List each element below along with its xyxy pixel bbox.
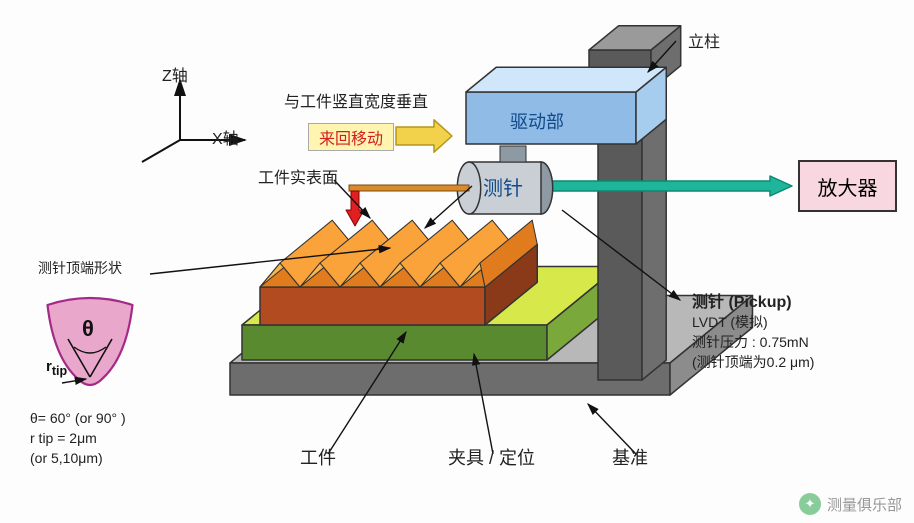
pickup-line1: LVDT (模拟) <box>692 312 768 332</box>
probe-label: 测针 <box>483 172 523 201</box>
surface-label: 工件实表面 <box>258 164 338 188</box>
watermark: ✦ 测量俱乐部 <box>799 493 902 515</box>
watermark-text: 测量俱乐部 <box>827 494 902 515</box>
rtip-label: rtip <box>46 358 67 378</box>
amplifier-box: 放大器 <box>798 160 897 212</box>
diagram-stage: Z轴 X轴 与工件竖直宽度垂直 来回移动 驱动部 立柱 测针 放大器 工件实表面… <box>0 0 914 523</box>
amplifier-label: 放大器 <box>818 172 878 201</box>
column-label: 立柱 <box>688 28 720 52</box>
tip-spec1: θ= 60° (or 90° ) <box>30 410 126 426</box>
workpiece-label: 工件 <box>300 444 336 470</box>
pickup-line2: 测针压力 : 0.75mN <box>692 332 809 352</box>
move-label: 来回移动 <box>319 125 383 149</box>
perpendicular-note: 与工件竖直宽度垂直 <box>284 88 428 112</box>
wechat-icon: ✦ <box>799 493 821 515</box>
datum-label: 基准 <box>612 444 648 470</box>
theta-label: θ <box>82 316 94 342</box>
z-axis-label: Z轴 <box>162 62 188 86</box>
x-axis-label: X轴 <box>212 125 239 149</box>
pickup-line3: (测针顶端为0.2 μm) <box>692 352 814 372</box>
drive-label: 驱动部 <box>510 108 564 134</box>
tip-spec2: r tip = 2μm <box>30 430 97 446</box>
tip-shape-label: 测针顶端形状 <box>38 258 122 278</box>
rtip-sub: tip <box>52 364 67 378</box>
fixture-label: 夹具 / 定位 <box>448 444 535 470</box>
pickup-title: 测针 (Pickup) <box>692 288 792 312</box>
tip-spec3: (or 5,10μm) <box>30 450 103 466</box>
move-label-box: 来回移动 <box>308 123 394 151</box>
